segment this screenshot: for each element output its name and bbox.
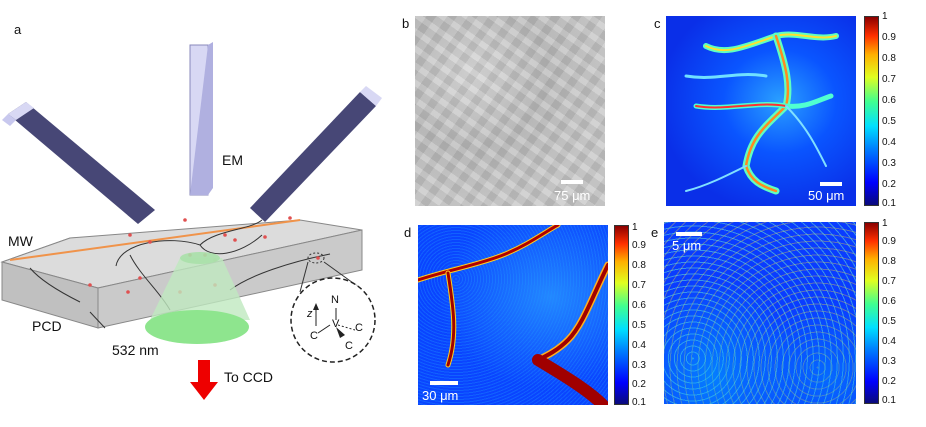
cbar-e-tick: 0.1 (882, 395, 896, 406)
nv-c3-label: C (345, 340, 353, 352)
cbar-e-tick: 0.8 (882, 256, 896, 267)
optical-micrograph: 75 μm (415, 16, 605, 206)
cbar-e-tick: 0.4 (882, 336, 896, 347)
pcd-label: PCD (32, 318, 62, 334)
cbar-d-tick: 0.2 (632, 379, 646, 390)
cbar-e-tick: 0.3 (882, 356, 896, 367)
cbar-e-tick: 0.7 (882, 276, 896, 287)
cbar-d-tick: 0.7 (632, 280, 646, 291)
scale-bar-d (430, 381, 458, 385)
cbar-e-tick: 0.2 (882, 376, 896, 387)
laser-beam (145, 252, 250, 344)
cbar-d-tick: 0.4 (632, 340, 646, 351)
nv-c2-label: C (310, 330, 318, 342)
right-objective-rod (250, 86, 382, 222)
panel-letter-c: c (654, 16, 661, 31)
panel-letter-d: d (404, 225, 412, 240)
fluorescence-map-c: 50 μm (666, 16, 856, 206)
cbar-c-tick: 0.5 (882, 116, 896, 127)
fluorescence-map-e: 5 μm (664, 222, 856, 404)
schematic-diagram (0, 42, 382, 400)
scale-bar-e (676, 232, 702, 236)
cbar-e-tick: 0.9 (882, 236, 896, 247)
colorbar-c (864, 16, 879, 206)
cbar-c-tick: 0.2 (882, 179, 896, 190)
em-rod (189, 42, 213, 196)
cbar-d-tick: 0.3 (632, 360, 646, 371)
ccd-arrow (190, 360, 218, 400)
cbar-d-tick: 0.6 (632, 300, 646, 311)
left-objective-rod (2, 102, 155, 224)
nv-z-axis-label: z (307, 308, 313, 320)
cbar-d-tick: 0.5 (632, 320, 646, 331)
colorbar-d (614, 225, 629, 405)
cbar-c-tick: 0.6 (882, 95, 896, 106)
panel-letter-a: a (14, 22, 22, 37)
nv-v-label: V (332, 318, 340, 330)
nv-n-label: N (331, 294, 339, 306)
scale-label-b: 75 μm (554, 188, 591, 203)
scale-label-e: 5 μm (672, 238, 702, 253)
cbar-c-tick: 0.7 (882, 74, 896, 85)
panel-letter-b: b (402, 16, 410, 31)
cbar-e-tick: 1 (882, 218, 888, 229)
fluorescence-map-d: 30 μm (418, 225, 608, 405)
em-label: EM (222, 152, 243, 168)
cbar-e-tick: 0.5 (882, 316, 896, 327)
ccd-label: To CCD (224, 369, 274, 385)
cbar-c-tick: 0.3 (882, 158, 896, 169)
colorbar-e (864, 222, 879, 404)
cbar-c-tick: 0.4 (882, 137, 896, 148)
scale-label-d: 30 μm (422, 388, 459, 403)
nv-center-inset (290, 277, 376, 363)
cbar-d-tick: 0.9 (632, 240, 646, 251)
scale-bar-b (561, 180, 583, 184)
scale-bar-c (820, 182, 842, 186)
cbar-c-tick: 0.8 (882, 53, 896, 64)
cbar-d-tick: 0.1 (632, 397, 646, 408)
panel-letter-e: e (651, 225, 659, 240)
cbar-d-tick: 1 (632, 222, 638, 233)
cbar-e-tick: 0.6 (882, 296, 896, 307)
cbar-c-tick: 1 (882, 11, 888, 22)
laser-wavelength-label: 532 nm (112, 342, 159, 358)
cbar-c-tick: 0.1 (882, 198, 896, 209)
nv-c1-label: C (355, 322, 363, 334)
scale-label-c: 50 μm (808, 188, 845, 203)
cbar-d-tick: 0.8 (632, 260, 646, 271)
cbar-c-tick: 0.9 (882, 32, 896, 43)
mw-label: MW (8, 233, 33, 249)
